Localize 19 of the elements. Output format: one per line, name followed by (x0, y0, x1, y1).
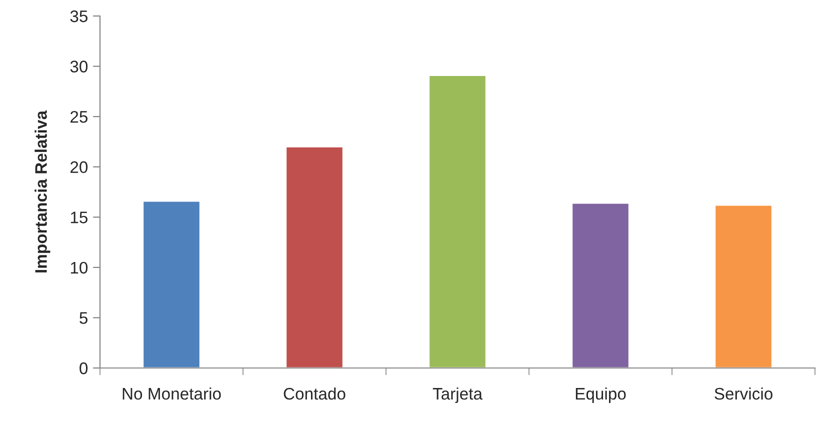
bar (714, 204, 773, 368)
y-tick-label: 10 (70, 262, 88, 274)
y-tick-label: 25 (70, 110, 88, 123)
bar (571, 202, 630, 368)
x-tick-label: Equipo (576, 387, 626, 403)
y-tick-label: 20 (70, 161, 88, 174)
x-tick-label: Tarjeta (432, 387, 483, 403)
x-tick-label: Servicio (714, 387, 772, 400)
y-tick-label: 0 (80, 362, 88, 374)
y-tick-label: 35 (70, 10, 88, 22)
x-tick-label: No Monetario (122, 387, 221, 400)
y-tick-label: 5 (80, 312, 88, 324)
y-tick-label: 15 (70, 212, 88, 224)
y-tick-label: 30 (70, 60, 88, 72)
y-axis-title: Importancia Relativa (34, 110, 50, 272)
x-tick-label: Contado (284, 387, 346, 400)
bar (142, 200, 201, 368)
bar (285, 146, 344, 368)
bar (428, 74, 487, 368)
